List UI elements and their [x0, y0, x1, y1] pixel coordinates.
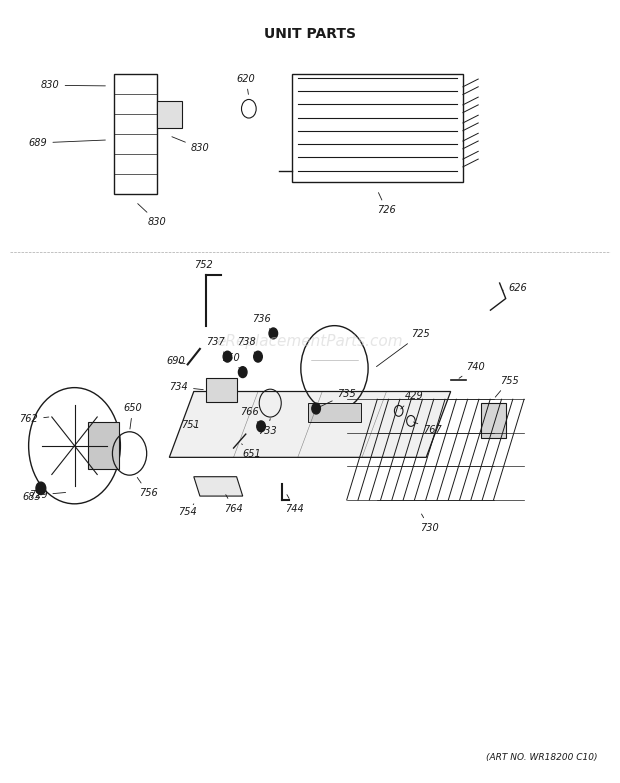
Text: 683: 683 [22, 489, 42, 502]
Text: 733: 733 [258, 419, 277, 436]
Text: UNIT PARTS: UNIT PARTS [264, 27, 356, 41]
Text: 729: 729 [29, 490, 66, 500]
Text: 690: 690 [166, 356, 185, 366]
Circle shape [239, 366, 247, 377]
Bar [291, 74, 463, 182]
Polygon shape [194, 477, 242, 496]
Circle shape [36, 482, 46, 495]
Bar [206, 378, 237, 402]
Text: 830: 830 [172, 137, 210, 153]
Text: 689: 689 [29, 138, 105, 148]
Text: 762: 762 [19, 414, 49, 424]
Text: 751: 751 [182, 420, 200, 430]
Bar [114, 74, 157, 194]
Text: eReplacementParts.com: eReplacementParts.com [216, 334, 404, 348]
Text: 651: 651 [242, 444, 262, 460]
Text: 755: 755 [495, 376, 518, 397]
Text: 738: 738 [237, 337, 256, 355]
Bar [308, 403, 361, 423]
Text: 830: 830 [41, 81, 105, 90]
Text: 726: 726 [378, 193, 396, 215]
Polygon shape [169, 392, 451, 457]
Text: 734: 734 [169, 382, 203, 392]
Bar [88, 423, 119, 469]
Bar [157, 101, 182, 128]
Text: 620: 620 [237, 74, 255, 95]
Text: 725: 725 [376, 330, 430, 366]
Text: 730: 730 [420, 514, 439, 533]
Text: 766: 766 [240, 406, 259, 424]
Text: (ART NO. WR18200 C10): (ART NO. WR18200 C10) [486, 752, 598, 762]
Text: 740: 740 [459, 362, 485, 378]
Text: 750: 750 [221, 352, 241, 370]
Text: 735: 735 [319, 389, 356, 407]
Circle shape [257, 421, 265, 431]
Text: 626: 626 [502, 283, 528, 293]
Circle shape [269, 328, 278, 339]
Text: 429: 429 [401, 392, 423, 409]
Bar [481, 403, 506, 438]
Text: 754: 754 [179, 503, 197, 518]
Text: 736: 736 [252, 314, 272, 331]
Text: 767: 767 [414, 422, 442, 435]
Text: 830: 830 [138, 204, 167, 227]
Text: 737: 737 [206, 337, 226, 355]
Text: 650: 650 [123, 403, 142, 429]
Circle shape [312, 403, 321, 414]
Text: 744: 744 [286, 495, 304, 514]
Text: 756: 756 [137, 478, 157, 498]
Text: 764: 764 [224, 495, 243, 514]
Text: 752: 752 [194, 259, 213, 276]
Circle shape [223, 352, 232, 362]
Circle shape [254, 352, 262, 362]
